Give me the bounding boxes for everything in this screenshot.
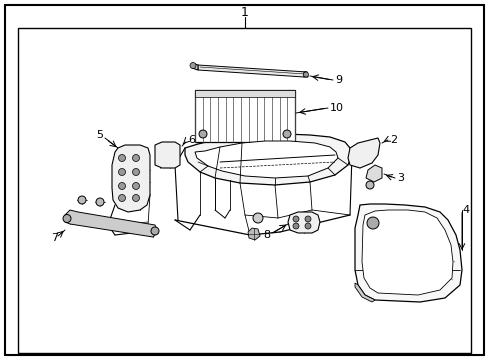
Circle shape [303,72,308,77]
Circle shape [168,157,175,163]
Text: 9: 9 [334,75,342,85]
Polygon shape [65,210,158,237]
Circle shape [118,194,125,202]
Polygon shape [304,72,307,77]
Circle shape [283,130,290,138]
Circle shape [252,213,263,223]
Circle shape [305,216,310,222]
Text: 10: 10 [329,103,343,113]
Circle shape [118,154,125,162]
Polygon shape [354,283,374,302]
Bar [195,90,294,142]
Text: 3: 3 [396,173,403,183]
Circle shape [132,168,139,176]
Polygon shape [112,145,150,212]
Polygon shape [192,63,198,70]
Polygon shape [365,165,381,182]
Polygon shape [361,210,452,295]
Polygon shape [198,65,306,77]
Text: 7: 7 [51,233,59,243]
Circle shape [292,223,298,229]
Circle shape [199,130,206,138]
Polygon shape [195,141,337,178]
Circle shape [190,63,196,68]
Circle shape [168,147,175,153]
Circle shape [132,154,139,162]
Text: 1: 1 [241,5,248,18]
Circle shape [305,223,310,229]
Circle shape [118,168,125,176]
Bar [195,90,294,97]
Polygon shape [354,204,461,302]
Circle shape [132,183,139,189]
Circle shape [96,198,104,206]
Circle shape [366,217,378,229]
Text: 5: 5 [96,130,103,140]
Polygon shape [287,212,319,233]
Circle shape [157,147,164,153]
Text: 4: 4 [461,205,468,215]
Circle shape [132,194,139,202]
Polygon shape [184,134,351,185]
Circle shape [157,157,164,163]
Polygon shape [247,228,260,240]
Text: 2: 2 [389,135,396,145]
Circle shape [118,183,125,189]
Polygon shape [155,142,180,168]
Circle shape [151,227,159,235]
Circle shape [78,196,86,204]
Polygon shape [347,138,379,168]
Text: 6: 6 [187,135,195,145]
Circle shape [292,216,298,222]
Circle shape [365,181,373,189]
Circle shape [63,215,71,222]
Text: 8: 8 [263,230,269,240]
